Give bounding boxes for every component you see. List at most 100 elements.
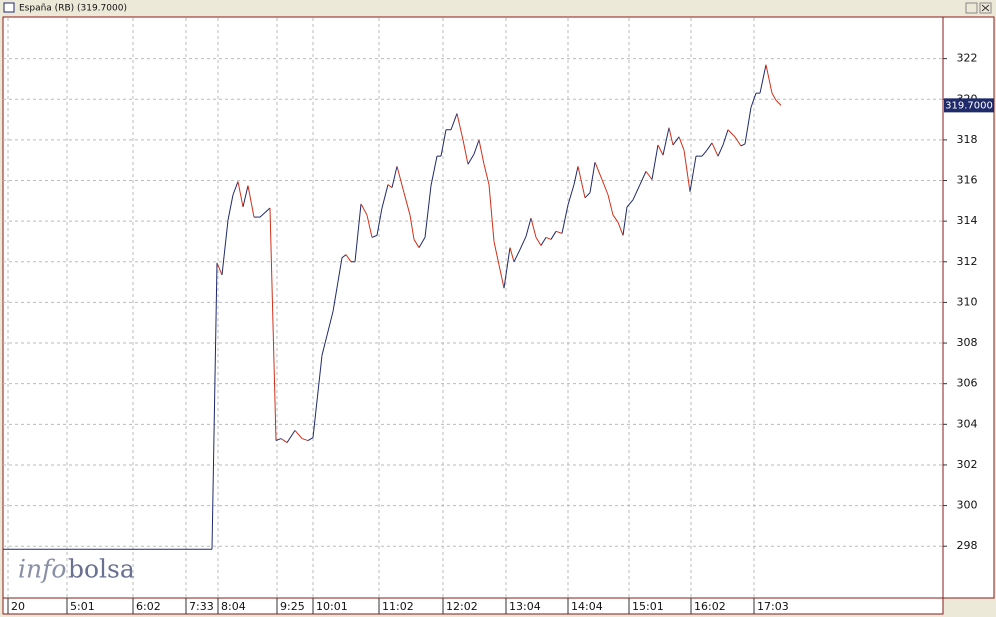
price-segment <box>488 184 495 242</box>
price-segment <box>706 142 713 151</box>
y-tick-label: 312 <box>957 255 978 268</box>
price-segment <box>678 136 685 151</box>
price-segment <box>607 194 614 216</box>
price-segment <box>689 156 697 192</box>
plot-area <box>2 16 944 599</box>
window-title: España (RB) (319.7000) <box>19 4 127 14</box>
price-segment <box>269 207 277 441</box>
price-segment <box>473 139 480 155</box>
price-segment <box>456 113 464 141</box>
x-tick-label: 14:04 <box>571 600 603 613</box>
price-segment <box>651 144 659 180</box>
price-segment <box>727 129 736 138</box>
price-segment <box>354 203 362 262</box>
y-tick-label: 304 <box>957 417 978 430</box>
price-segment <box>657 144 664 156</box>
price-segment <box>550 231 557 240</box>
price-segment <box>503 247 511 289</box>
price-segment <box>584 192 591 199</box>
price-segment <box>525 217 532 237</box>
price-segment <box>573 166 579 185</box>
x-tick-label: 5:01 <box>70 600 95 613</box>
price-segment <box>519 236 527 250</box>
y-tick-label: 302 <box>957 458 978 471</box>
price-segment <box>227 194 234 221</box>
price-segment <box>722 129 729 146</box>
price-segment <box>387 184 393 189</box>
x-tick-label: 17:03 <box>757 600 789 613</box>
price-segment <box>717 144 724 157</box>
price-segment <box>530 217 537 238</box>
price-segment <box>750 93 757 108</box>
price-segment <box>381 184 389 209</box>
price-segment <box>734 136 742 147</box>
y-tick-label: 298 <box>957 539 978 552</box>
price-segment <box>232 181 239 195</box>
price-segment <box>594 162 603 180</box>
price-segment <box>535 237 542 246</box>
price-segment <box>589 162 596 193</box>
price-segment <box>424 185 432 238</box>
y-tick-label: 310 <box>957 295 978 308</box>
price-segment <box>247 185 255 218</box>
price-segment <box>612 214 619 223</box>
price-segment <box>237 181 244 208</box>
price-segment <box>639 171 647 185</box>
price-segment <box>478 139 485 165</box>
price-segment <box>540 237 547 246</box>
price-segment <box>711 142 719 157</box>
price-segment <box>371 234 378 238</box>
price-segment <box>601 179 609 195</box>
price-segment <box>740 143 746 147</box>
price-segment <box>577 166 586 198</box>
price-segment <box>509 247 515 262</box>
close-icon <box>981 4 990 12</box>
price-segment <box>759 64 767 94</box>
y-tick-label: 306 <box>957 377 978 390</box>
price-segment <box>366 214 373 238</box>
price-segment <box>626 199 634 208</box>
price-segment <box>645 171 653 180</box>
x-tick-label: 13:04 <box>509 600 541 613</box>
price-segment <box>307 437 314 441</box>
price-segment <box>332 257 343 312</box>
x-tick-label: 15:01 <box>632 600 664 613</box>
price-segment <box>221 220 229 276</box>
price-segment <box>765 64 773 94</box>
price-segment <box>413 239 420 248</box>
window-icon <box>3 2 15 13</box>
x-tick-label: 6:02 <box>136 600 161 613</box>
price-segment <box>341 254 347 259</box>
price-segment <box>216 262 223 276</box>
watermark-info: info <box>18 555 66 584</box>
price-segment <box>321 311 334 356</box>
y-tick-label: 314 <box>957 214 978 227</box>
price-segment <box>622 206 628 236</box>
price-segment <box>396 166 405 193</box>
price-segment <box>450 113 458 130</box>
price-segment <box>418 237 426 248</box>
price-segment <box>286 430 296 443</box>
price-segment <box>259 207 271 218</box>
y-axis-panel <box>942 16 995 599</box>
price-segment <box>771 92 777 101</box>
price-segment <box>242 185 249 208</box>
y-tick-label: 300 <box>957 499 978 512</box>
restore-button[interactable] <box>965 2 978 14</box>
price-segment <box>462 139 469 165</box>
price-segment <box>493 241 500 265</box>
x-tick-label: 8:04 <box>221 600 246 613</box>
x-tick-label: 10:01 <box>316 600 348 613</box>
price-segment <box>376 207 383 236</box>
price-segment <box>360 203 368 216</box>
price-segment <box>775 99 782 106</box>
price-tag-label: 319.7000 <box>945 100 993 111</box>
price-segment <box>409 214 415 240</box>
price-segment <box>672 136 680 146</box>
price-segment <box>545 236 552 240</box>
price-segment <box>211 262 218 550</box>
price-segment <box>567 184 575 206</box>
price-tag <box>944 98 994 113</box>
price-segment <box>294 430 303 439</box>
